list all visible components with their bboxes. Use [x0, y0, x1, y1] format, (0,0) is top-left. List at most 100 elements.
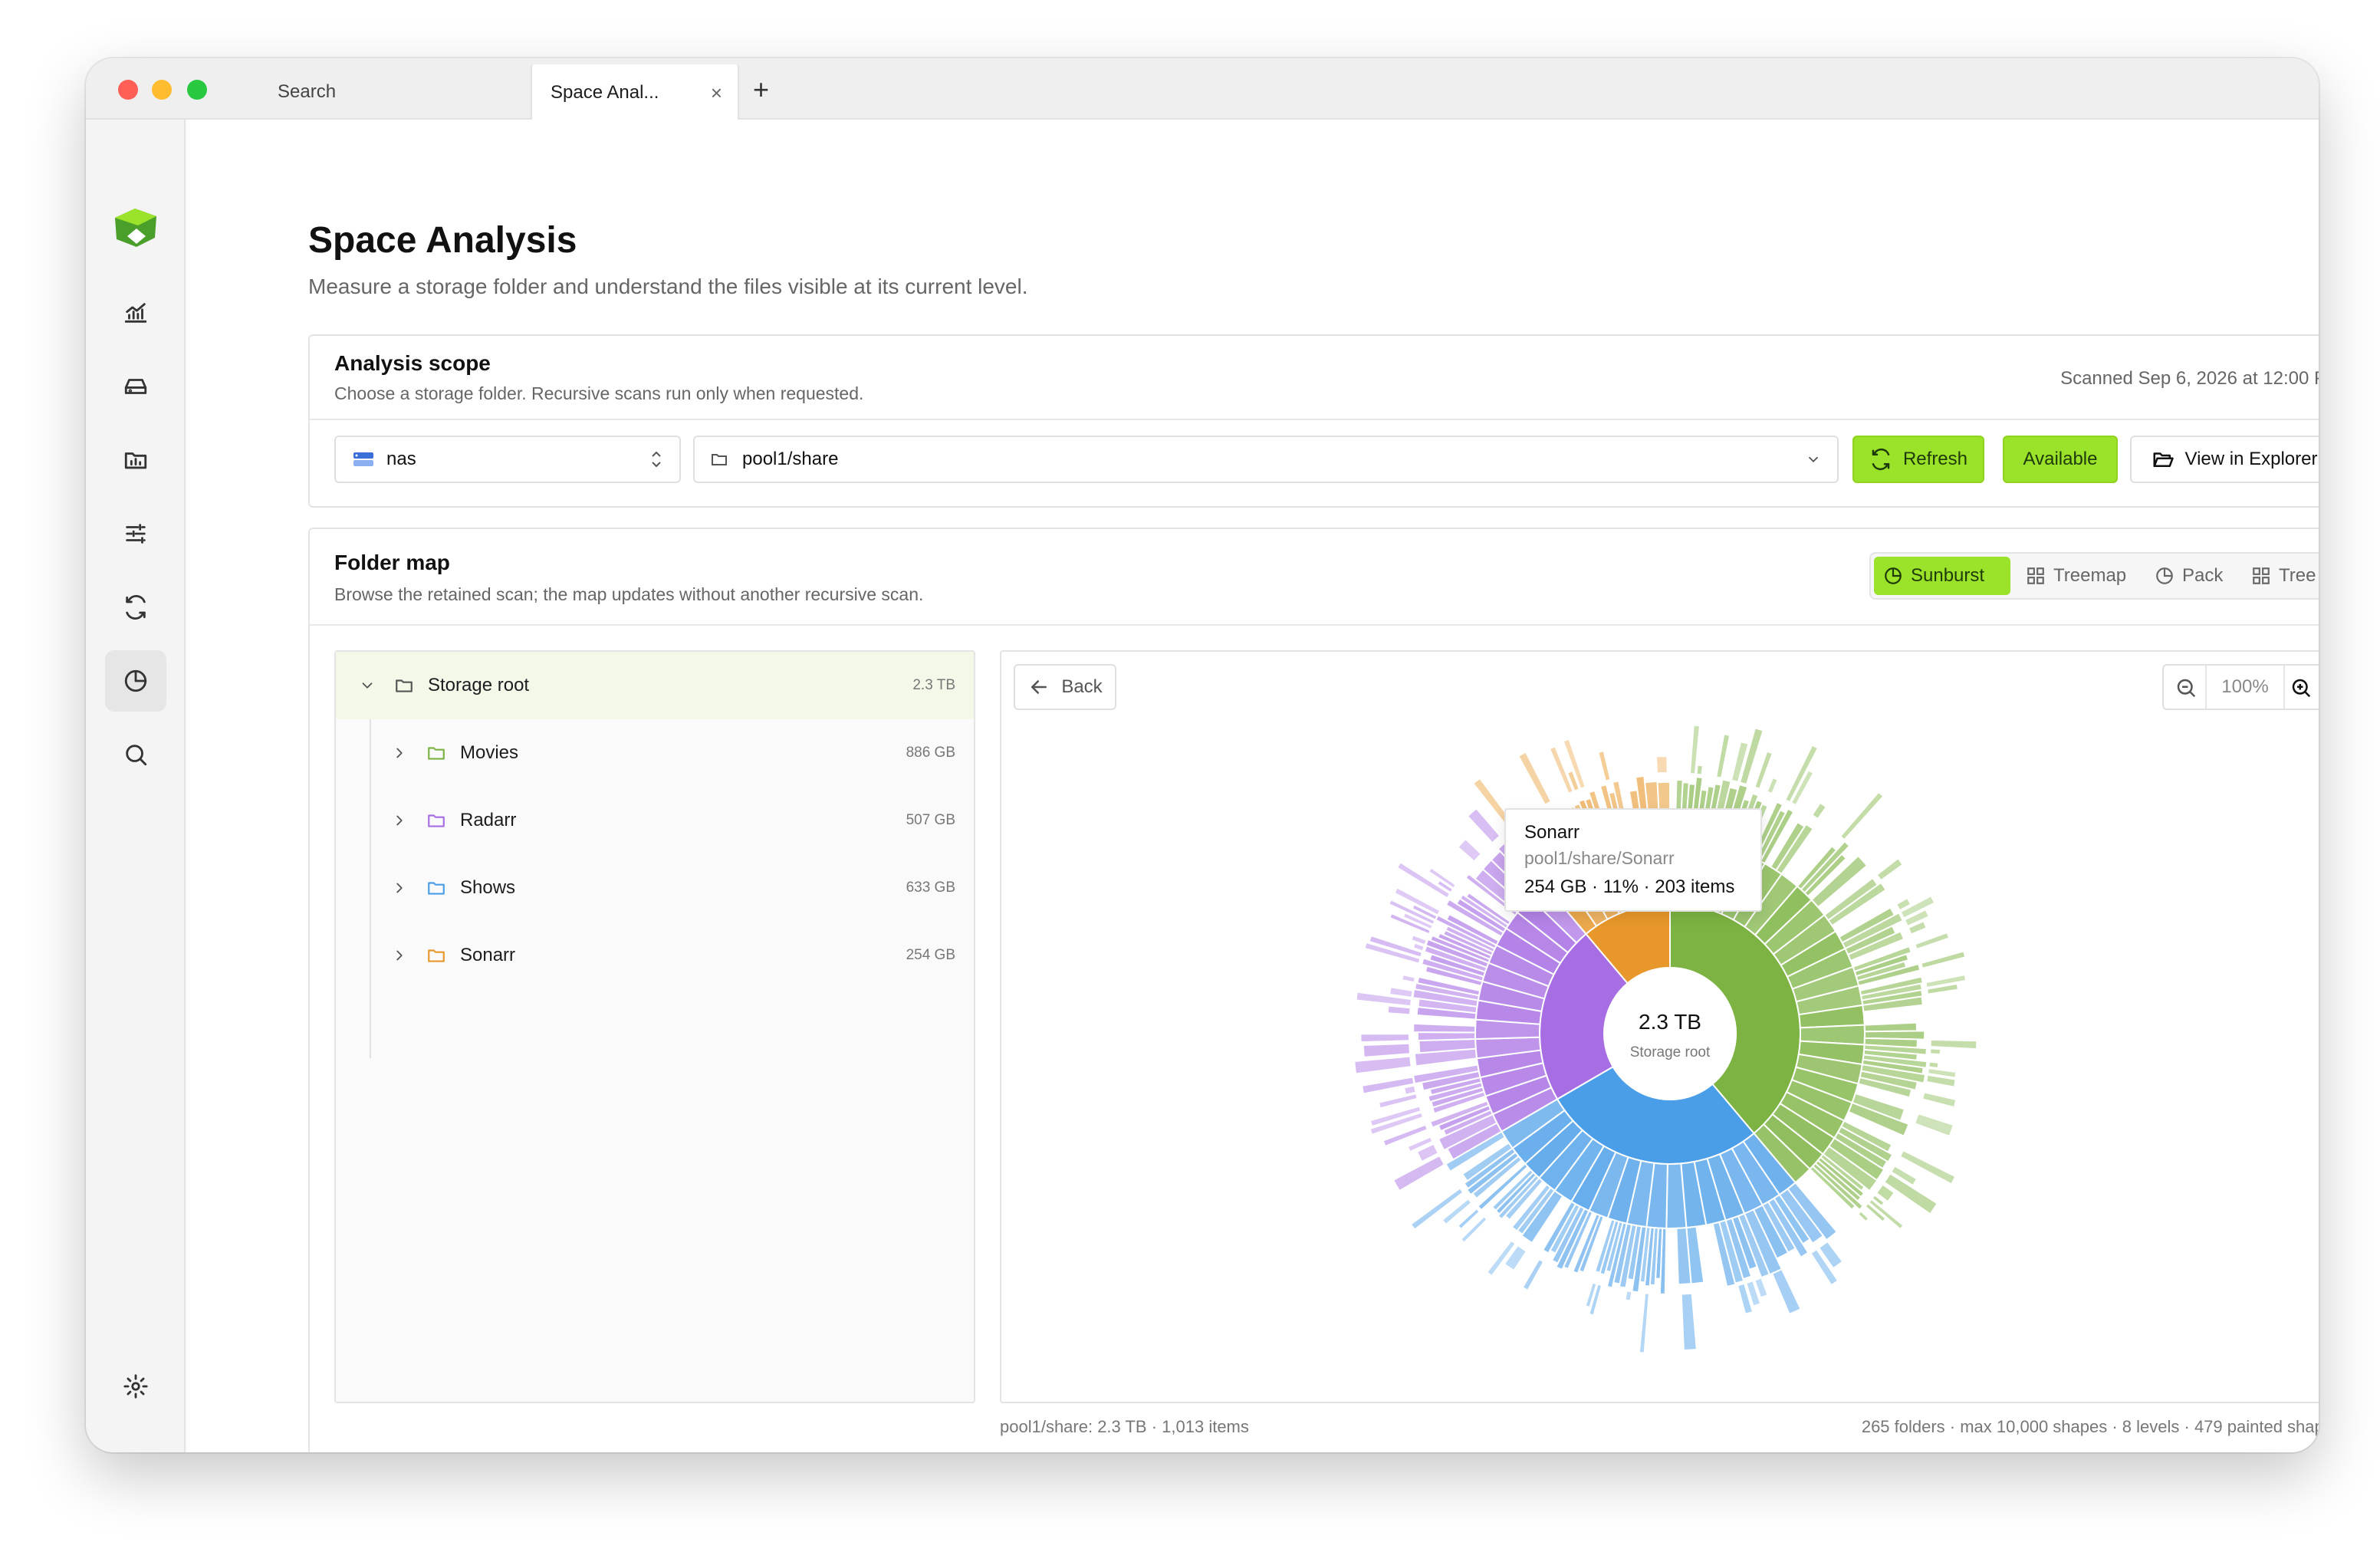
- sunburst-subfolder-radarr[interactable]: [1386, 1005, 1412, 1016]
- back-button[interactable]: Back: [1014, 664, 1116, 710]
- sunburst-subfolder-shows[interactable]: [1456, 1207, 1481, 1231]
- sunburst-subfolder-movies[interactable]: [1913, 1112, 1955, 1138]
- sunburst-subfolder-movies[interactable]: [1738, 727, 1764, 786]
- sunburst-subfolder-movies[interactable]: [1921, 1091, 1958, 1109]
- tab-space-analysis[interactable]: Space Anal... ×: [531, 64, 739, 121]
- sunburst-subfolder-shows[interactable]: [1459, 1215, 1488, 1244]
- sunburst-subfolder-movies[interactable]: [1920, 950, 1967, 970]
- refresh-button[interactable]: Refresh: [1852, 436, 1984, 483]
- sunburst-subfolder-movies[interactable]: [1783, 744, 1820, 804]
- sunburst-subfolder-radarr[interactable]: [1353, 1055, 1412, 1075]
- sunburst-subfolder-movies[interactable]: [1864, 1202, 1887, 1223]
- sunburst-subfolder-radarr[interactable]: [1382, 1123, 1429, 1148]
- sunburst-subfolder-radarr[interactable]: [1416, 1031, 1477, 1042]
- sunburst-subfolder-shows[interactable]: [1588, 1283, 1603, 1317]
- sunburst-subfolder-radarr[interactable]: [1355, 991, 1413, 1008]
- sunburst-subfolder-radarr[interactable]: [1402, 1084, 1417, 1096]
- sunburst-subfolder-movies[interactable]: [1863, 1021, 1918, 1033]
- sunburst-subfolder-movies[interactable]: [1790, 769, 1815, 807]
- sunburst-subfolder-radarr[interactable]: [1428, 1100, 1491, 1129]
- sunburst-subfolder-radarr[interactable]: [1402, 912, 1434, 931]
- sunburst-subfolder-movies[interactable]: [1867, 1198, 1905, 1231]
- sunburst-subfolder-movies[interactable]: [1926, 1067, 1958, 1079]
- sunburst-subfolder-movies[interactable]: [1847, 1101, 1910, 1138]
- sunburst-subfolder-radarr[interactable]: [1362, 1042, 1412, 1058]
- sunburst-subfolder-shows[interactable]: [1711, 1221, 1737, 1288]
- sunburst-subfolder-shows[interactable]: [1745, 1280, 1762, 1307]
- sidebar-item-reports[interactable]: [105, 429, 166, 491]
- sunburst-subfolder-radarr[interactable]: [1416, 975, 1481, 997]
- sidebar-item-activity[interactable]: [105, 282, 166, 344]
- sunburst-subfolder-shows[interactable]: [1680, 1292, 1698, 1352]
- available-button[interactable]: Available: [2003, 436, 2118, 483]
- minimize-window-button[interactable]: [152, 80, 172, 100]
- sunburst-subfolder-shows[interactable]: [1817, 1240, 1844, 1270]
- sunburst-subfolder-radarr[interactable]: [1377, 1092, 1418, 1110]
- sunburst-subfolder-radarr[interactable]: [1395, 861, 1451, 899]
- sunburst-subfolder-radarr[interactable]: [1445, 912, 1501, 946]
- sunburst-subfolder-radarr[interactable]: [1415, 1143, 1440, 1163]
- sunburst-subfolder-movies[interactable]: [1810, 801, 1828, 820]
- sidebar-item-settings[interactable]: [105, 1356, 166, 1417]
- sunburst-subfolder-radarr[interactable]: [1363, 941, 1422, 965]
- sunburst-subfolder-movies[interactable]: [1903, 908, 1931, 928]
- sunburst-subfolder-movies[interactable]: [1766, 776, 1780, 795]
- sunburst-subfolder-shows[interactable]: [1624, 1290, 1633, 1302]
- sidebar-item-storage[interactable]: [105, 356, 166, 417]
- sunburst-subfolder-movies[interactable]: [1856, 1210, 1870, 1223]
- sunburst-subfolder-movies[interactable]: [1925, 973, 1967, 989]
- sunburst-subfolder-shows[interactable]: [1461, 1141, 1514, 1182]
- sunburst-subfolder-movies[interactable]: [1928, 1047, 1942, 1056]
- sunburst-subfolder-shows[interactable]: [1638, 1292, 1650, 1354]
- close-window-button[interactable]: [118, 80, 138, 100]
- sunburst-subfolder-sonarr[interactable]: [1517, 751, 1553, 806]
- sunburst-subfolder-shows[interactable]: [1521, 1258, 1545, 1292]
- sunburst-subfolder-shows[interactable]: [1584, 1281, 1598, 1309]
- sunburst-subfolder-shows[interactable]: [1770, 1268, 1802, 1316]
- tree-row-movies[interactable]: Movies 886 GB: [336, 719, 974, 787]
- sunburst-subfolder-radarr[interactable]: [1412, 942, 1425, 952]
- sunburst-subfolder-movies[interactable]: [1810, 854, 1869, 909]
- sunburst-subfolder-movies[interactable]: [1925, 1074, 1957, 1088]
- sunburst-subfolder-radarr[interactable]: [1359, 1033, 1411, 1044]
- sunburst-subfolder-shows[interactable]: [1572, 1212, 1602, 1274]
- zoom-in-icon[interactable]: [2290, 676, 2313, 699]
- sunburst-subfolder-shows[interactable]: [1511, 1183, 1552, 1232]
- sunburst-subfolder-sonarr[interactable]: [1548, 745, 1575, 795]
- sunburst-subfolder-movies[interactable]: [1925, 982, 1959, 995]
- sunburst-subfolder-movies[interactable]: [1803, 853, 1848, 898]
- sunburst-subfolder-radarr[interactable]: [1464, 891, 1512, 926]
- sunburst-subfolder-movies[interactable]: [1895, 896, 1912, 912]
- sunburst-subfolder-movies[interactable]: [1875, 1183, 1896, 1203]
- sunburst-subfolder-shows[interactable]: [1593, 1218, 1616, 1274]
- tab-search[interactable]: Search: [247, 64, 531, 120]
- sidebar-item-settings-sliders[interactable]: [105, 503, 166, 564]
- zoom-out-icon[interactable]: [2175, 676, 2198, 699]
- sunburst-chart[interactable]: 2.3 TB Storage root: [1001, 652, 2319, 1403]
- sunburst-subfolder-movies[interactable]: [1827, 881, 1888, 927]
- sunburst-subfolder-radarr[interactable]: [1388, 985, 1414, 999]
- sunburst-subfolder-movies[interactable]: [1875, 857, 1905, 882]
- sunburst-subfolder-shows[interactable]: [1810, 1248, 1839, 1287]
- sunburst-center[interactable]: [1606, 969, 1734, 1098]
- sunburst-subfolder-radarr[interactable]: [1387, 898, 1436, 926]
- close-tab-icon[interactable]: ×: [710, 81, 722, 104]
- sunburst-subfolder-radarr[interactable]: [1392, 1154, 1446, 1192]
- sunburst-subfolder-movies[interactable]: [1889, 1165, 1918, 1187]
- sunburst-subfolder-movies[interactable]: [1914, 931, 1951, 951]
- sunburst-subfolder-sonarr[interactable]: [1562, 738, 1587, 790]
- sunburst-subfolder-sonarr[interactable]: [1566, 769, 1581, 792]
- sunburst-subfolder-movies[interactable]: [1839, 791, 1885, 841]
- sunburst-subfolder-radarr[interactable]: [1466, 807, 1501, 844]
- zoom-window-button[interactable]: [187, 80, 207, 100]
- sunburst-subfolder-sonarr[interactable]: [1597, 749, 1612, 782]
- sunburst-subfolder-movies[interactable]: [1862, 995, 1924, 1013]
- sunburst-subfolder-movies[interactable]: [1846, 930, 1905, 962]
- sunburst-subfolder-shows[interactable]: [1491, 1168, 1535, 1212]
- view-tree-button[interactable]: Tree: [2242, 557, 2319, 595]
- tree-row-shows[interactable]: Shows 633 GB: [336, 854, 974, 922]
- sunburst-subfolder-radarr[interactable]: [1369, 1111, 1425, 1136]
- view-sunburst-button[interactable]: Sunburst: [1874, 557, 2010, 595]
- sunburst-subfolder-radarr[interactable]: [1427, 866, 1458, 889]
- sunburst-subfolder-shows[interactable]: [1503, 1244, 1528, 1272]
